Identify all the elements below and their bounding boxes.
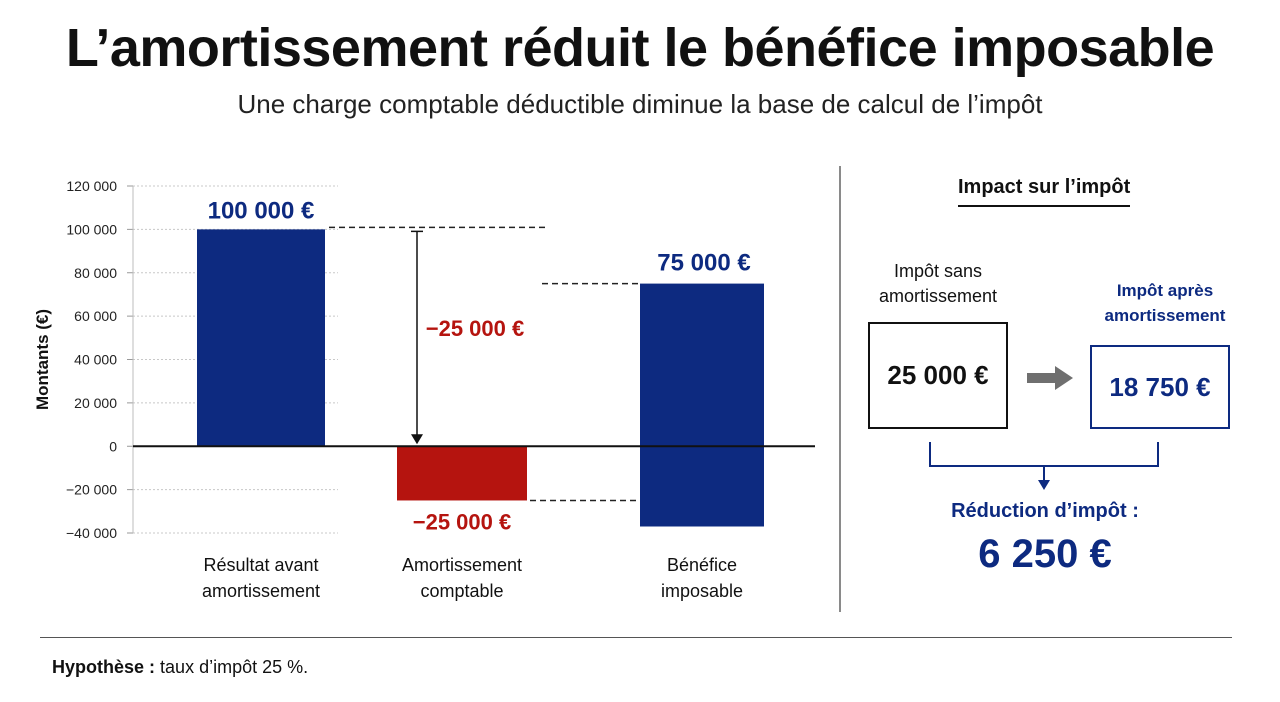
tax-before-label-line2: amortissement	[878, 286, 998, 306]
page-subtitle: Une charge comptable déductible diminue …	[237, 89, 1043, 119]
tax-before-label: Impôt sans amortissement	[864, 259, 1012, 309]
category-label-line1: Amortissement	[402, 555, 522, 575]
bar-benefice	[640, 283, 764, 527]
tax-reduction-label: Réduction d’impôt :	[951, 500, 1139, 522]
tax-before-value: 25 000 €	[887, 360, 989, 390]
tax-before-label-line1: Impôt sans	[893, 261, 983, 281]
y-tick-label: 40 000	[74, 352, 117, 368]
y-axis-label: Montants (€)	[33, 309, 52, 410]
bracket-connector	[929, 442, 1159, 490]
bar-chart: Montants (€) 120 000 100 000 80 000 60 000 40…	[33, 178, 815, 601]
tax-after-label: Impôt après amortissement	[1090, 278, 1240, 328]
value-label-amortissement: −25 000 €	[413, 509, 511, 534]
tax-after-value: 18 750 €	[1109, 371, 1211, 402]
arrow-right-icon	[1027, 366, 1073, 390]
y-tick-label: 20 000	[74, 395, 117, 411]
footnote-text: taux d’impôt 25 %.	[160, 657, 309, 677]
y-tick-label: −20 000	[66, 482, 117, 498]
category-label-line2: amortissement	[202, 581, 320, 601]
panel-divider	[839, 166, 841, 612]
footnote: Hypothèse : taux d’impôt 25 %.	[52, 655, 308, 679]
y-tick-label: 80 000	[74, 265, 117, 281]
category-label-line2: comptable	[420, 581, 503, 601]
tax-after-label-line2: amortissement	[1104, 306, 1226, 325]
tax-after-box: 18 750 €	[1090, 345, 1230, 429]
tax-after-label-line1: Impôt après	[1116, 281, 1214, 300]
category-label-line2: imposable	[661, 581, 743, 601]
y-tick-label: 60 000	[74, 308, 117, 324]
bar-resultat	[197, 229, 325, 447]
footer-divider	[40, 637, 1232, 638]
y-tick-label: 120 000	[66, 178, 117, 194]
value-label-resultat: 100 000 €	[208, 197, 315, 224]
delta-arrow-head	[411, 434, 423, 445]
impact-title: Impact sur l’impôt	[958, 176, 1131, 207]
y-tick-label: 0	[109, 438, 117, 454]
delta-label: −25 000 €	[426, 316, 524, 341]
category-label-line1: Bénéfice	[667, 555, 737, 575]
category-label-line1: Résultat avant	[203, 555, 318, 575]
tax-reduction-value: 6 250 €	[978, 532, 1112, 576]
bar-amortissement	[397, 446, 527, 501]
y-tick-label: 100 000	[66, 221, 117, 237]
footnote-label: Hypothèse :	[52, 657, 156, 677]
page-title: L’amortissement réduit le bénéfice impos…	[65, 18, 1215, 78]
y-tick-label: −40 000	[66, 525, 117, 541]
value-label-benefice: 75 000 €	[657, 250, 750, 277]
tax-before-box: 25 000 €	[868, 322, 1008, 429]
